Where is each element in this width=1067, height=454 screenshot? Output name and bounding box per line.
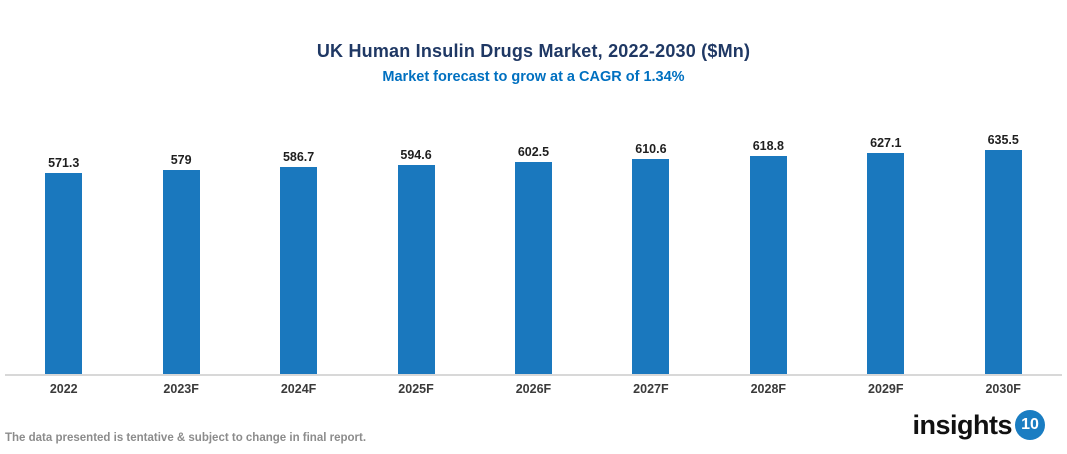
bar-column: 594.6	[357, 148, 474, 374]
x-axis-tick-label: 2026F	[515, 382, 552, 396]
bar-value-label: 602.5	[517, 145, 550, 159]
bar-column: 602.5	[475, 145, 592, 374]
x-axis-tick-label: 2029F	[868, 382, 904, 396]
bar	[749, 156, 787, 374]
bar-value-label: 610.6	[635, 142, 667, 156]
bar	[162, 170, 200, 374]
bar-value-label: 579	[170, 153, 192, 167]
bar-value-label: 571.3	[48, 156, 80, 170]
chart-title: UK Human Insulin Drugs Market, 2022-2030…	[316, 41, 751, 61]
bar-column: 635.5	[945, 133, 1062, 374]
bar	[280, 167, 318, 374]
bar-value-label: 594.6	[400, 148, 432, 162]
bar	[632, 159, 670, 374]
bar	[397, 165, 435, 374]
x-axis-labels: 2022 2023F 2024F 2025F 2026F 2027F 2028F 2029F 2…	[5, 376, 1062, 396]
bar	[45, 173, 83, 374]
bar-chart: 571.3 579 586.7 594.6 602.5 610.6 618.8 627.1 63…	[5, 121, 1062, 396]
x-axis-tick-label: 2028F	[750, 382, 787, 396]
disclaimer-text: The data presented is tentative & subjec…	[5, 432, 367, 444]
bar-column: 579	[122, 153, 239, 374]
bar-value-label: 586.7	[282, 150, 315, 164]
bar-column: 618.8	[710, 139, 827, 374]
plot-area: 571.3 579 586.7 594.6 602.5 610.6 618.8 627.1 63…	[5, 121, 1062, 374]
bar-column: 586.7	[240, 150, 357, 374]
bar	[514, 162, 552, 374]
insights10-logo: insights 10	[912, 410, 1045, 440]
bar-value-label: 618.8	[752, 139, 784, 153]
x-axis-tick-label: 2027F	[633, 382, 669, 396]
bar	[867, 153, 905, 374]
logo-text: insights	[912, 410, 1012, 440]
x-axis-tick-label: 2024F	[280, 382, 317, 396]
x-axis-tick-label: 2030F	[985, 382, 1021, 396]
logo-number-badge: 10	[1015, 410, 1045, 440]
bar	[984, 150, 1022, 374]
x-axis-line	[5, 374, 1062, 376]
bar-column: 571.3	[5, 156, 122, 374]
x-axis-tick-label: 2025F	[398, 382, 434, 396]
bar-value-label: 635.5	[987, 133, 1019, 147]
bar-column: 627.1	[827, 136, 944, 374]
x-axis-tick-label: 2022	[49, 382, 78, 396]
bar-value-label: 627.1	[870, 136, 902, 150]
chart-subtitle: Market forecast to grow at a CAGR of 1.3…	[382, 69, 685, 85]
x-axis-tick-label: 2023F	[163, 382, 199, 396]
bar-column: 610.6	[592, 142, 709, 374]
